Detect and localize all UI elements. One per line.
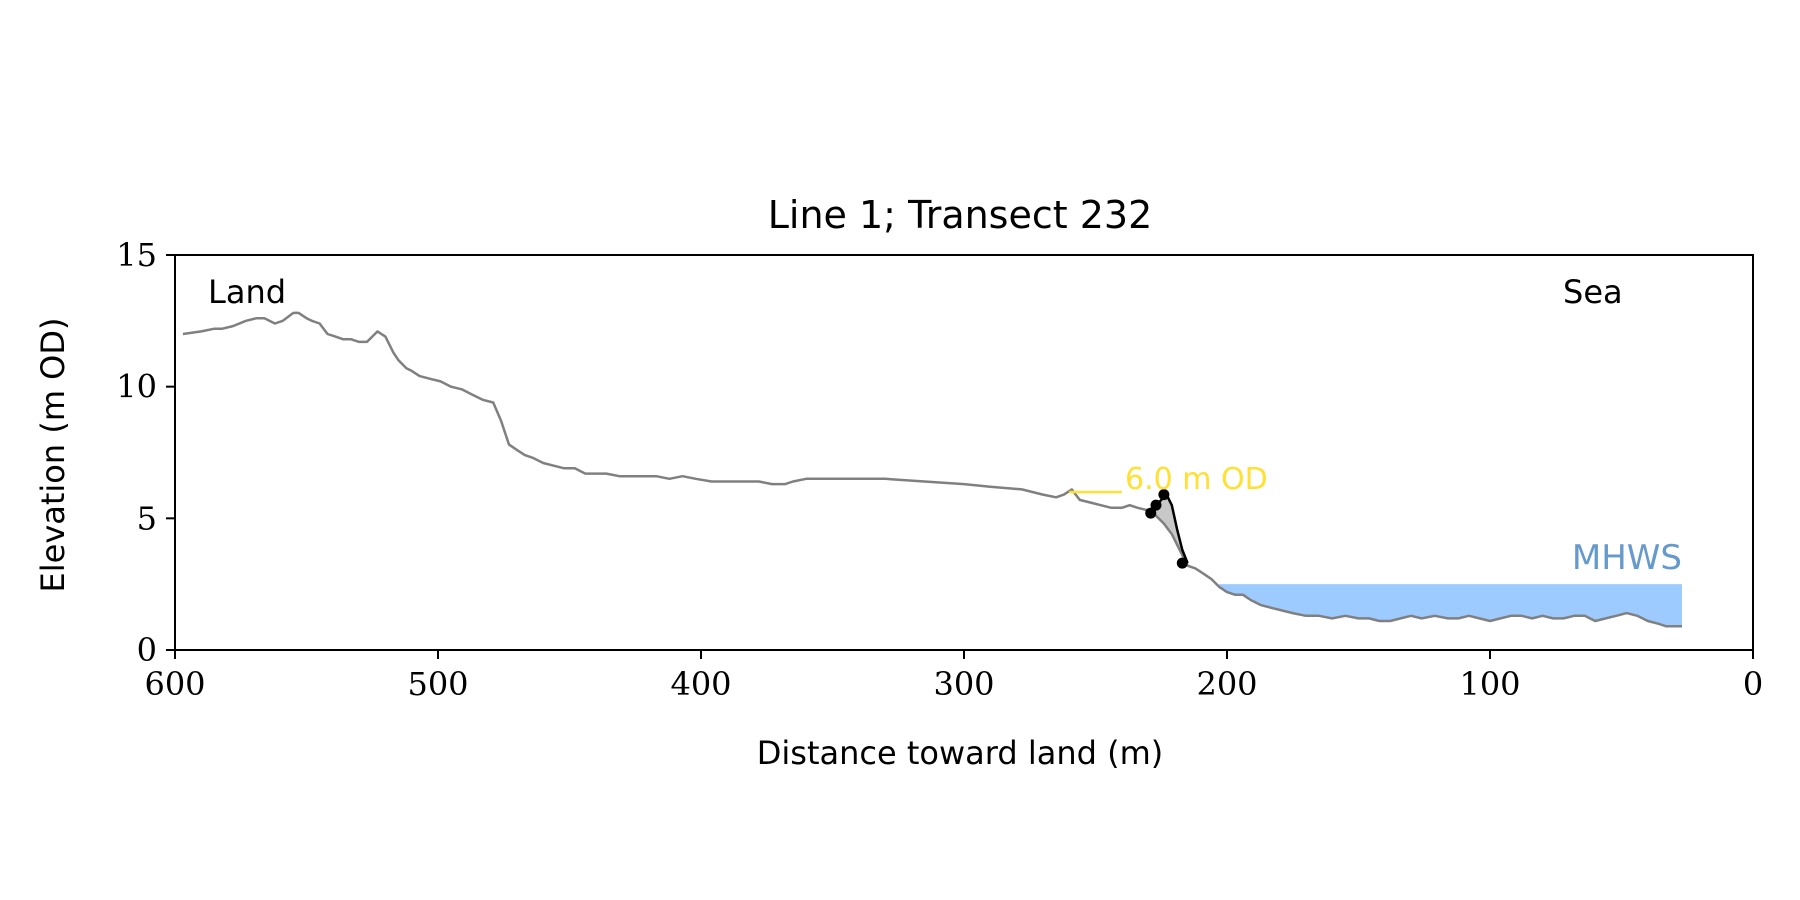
cliff-point — [1145, 507, 1157, 519]
x-axis-label: Distance toward land (m) — [757, 734, 1163, 772]
x-tick-label: 500 — [407, 665, 468, 703]
x-tick-label: 200 — [1196, 665, 1257, 703]
threshold-annotation: 6.0 m OD — [1125, 462, 1268, 497]
y-tick-label: 0 — [137, 631, 157, 669]
sea-annotation: Sea — [1563, 273, 1623, 311]
y-tick-label: 10 — [116, 368, 157, 406]
x-tick-label: 100 — [1459, 665, 1520, 703]
x-tick-label: 0 — [1743, 665, 1763, 703]
mhws-annotation: MHWS — [1572, 538, 1682, 578]
cliff-point — [1150, 499, 1162, 511]
x-tick-label: 300 — [933, 665, 994, 703]
chart-title: Line 1; Transect 232 — [768, 193, 1153, 237]
x-tick-label: 600 — [144, 665, 205, 703]
mhws-fill — [1219, 584, 1682, 627]
x-axis: 600 500 400 300 200 100 0 — [144, 650, 1763, 703]
point-layer — [1145, 489, 1188, 569]
cliff-point — [1176, 557, 1188, 569]
land-annotation: Land — [208, 273, 286, 311]
y-tick-label: 5 — [137, 499, 157, 537]
y-tick-label: 15 — [116, 236, 157, 274]
y-axis: 0 5 10 15 — [116, 236, 175, 669]
x-tick-label: 400 — [670, 665, 731, 703]
profile-line — [182, 311, 1682, 628]
line-layer — [182, 311, 1682, 628]
y-axis-label: Elevation (m OD) — [34, 318, 72, 593]
cliff-point — [1158, 489, 1170, 501]
